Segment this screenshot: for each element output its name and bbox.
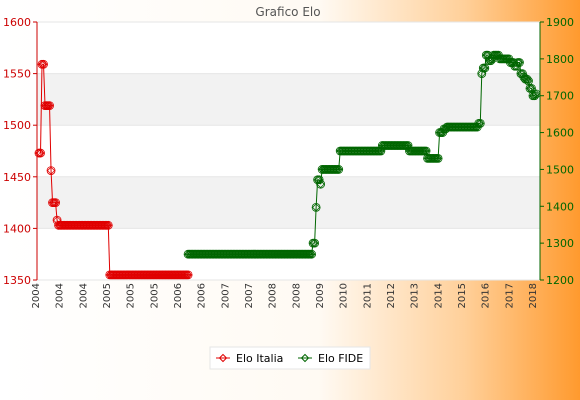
data-point xyxy=(476,119,485,128)
data-point-ring xyxy=(475,118,485,128)
data-point-ring xyxy=(531,89,541,99)
x-tick-label: 2006 xyxy=(197,283,208,308)
x-tick-label: 2016 xyxy=(481,283,492,308)
left-tick-label: 1550 xyxy=(3,68,31,81)
data-point xyxy=(46,166,56,175)
data-point-ring xyxy=(314,175,324,185)
x-tick-label: 2005 xyxy=(102,283,113,308)
data-point xyxy=(477,69,486,78)
data-point-ring xyxy=(52,215,62,225)
legend-marker-elo-italia xyxy=(218,353,228,363)
left-tick-label: 1500 xyxy=(3,119,31,132)
data-point-ring xyxy=(46,166,56,176)
data-point-ring xyxy=(421,146,431,156)
legend: Elo Italia Elo FIDE xyxy=(209,346,371,370)
x-tick-label: 2011 xyxy=(362,283,373,308)
data-point xyxy=(312,203,321,212)
x-tick-label: 2017 xyxy=(504,283,515,308)
right-tick-label: 1900 xyxy=(546,16,574,29)
data-point xyxy=(39,60,48,69)
x-tick-label: 2014 xyxy=(433,283,444,308)
data-point xyxy=(36,148,45,158)
right-tick-label: 1700 xyxy=(546,90,574,103)
x-tick-label: 2006 xyxy=(173,283,184,308)
data-point xyxy=(376,146,385,156)
x-tick-label: 2004 xyxy=(55,283,66,308)
right-axis: 1200 1300 1400 1500 1600 1700 1800 1900 xyxy=(540,16,574,287)
data-point xyxy=(316,180,325,189)
data-point xyxy=(45,101,54,110)
data-point-ring xyxy=(518,69,527,78)
x-tick-label: 2015 xyxy=(457,283,468,308)
data-point xyxy=(315,175,324,184)
data-point-ring xyxy=(307,249,316,259)
data-point-ring xyxy=(36,148,45,158)
data-point xyxy=(104,221,113,230)
legend-marker-elo-fide xyxy=(300,353,310,363)
data-point-ring xyxy=(334,165,344,174)
data-point-ring xyxy=(480,63,490,73)
x-tick-label: 2009 xyxy=(315,283,326,308)
x-tick-label: 2012 xyxy=(386,283,397,308)
right-tick-label: 1300 xyxy=(546,237,574,250)
data-point xyxy=(51,198,60,207)
data-point-ring xyxy=(311,202,321,212)
x-tick-label: 2018 xyxy=(528,283,539,308)
data-point xyxy=(334,165,343,174)
data-point xyxy=(184,270,193,279)
x-tick-label: 2004 xyxy=(78,283,89,308)
left-tick-label: 1600 xyxy=(3,16,31,29)
legend-label-elo-italia: Elo Italia xyxy=(236,352,283,365)
legend-label-elo-fide: Elo FIDE xyxy=(318,352,363,365)
plot-background xyxy=(37,22,540,280)
right-tick-label: 1800 xyxy=(546,53,574,66)
x-tick-label: 2010 xyxy=(339,283,350,308)
data-point-ring xyxy=(39,59,48,69)
data-point-ring xyxy=(45,101,54,110)
plot-area xyxy=(36,21,541,281)
left-axis: 1350 1400 1450 1500 1550 1600 xyxy=(3,16,37,287)
right-tick-label: 1600 xyxy=(546,127,574,140)
data-point xyxy=(307,250,316,259)
data-point xyxy=(515,58,524,67)
data-point-ring xyxy=(183,270,193,280)
right-tick-label: 1200 xyxy=(546,274,574,287)
right-tick-label: 1400 xyxy=(546,200,574,213)
series-layer xyxy=(34,50,541,280)
x-tick-label: 2008 xyxy=(291,283,302,308)
grid-band xyxy=(37,73,540,126)
left-tick-label: 1400 xyxy=(3,222,31,235)
x-tick-label: 2007 xyxy=(220,283,231,308)
data-point-ring xyxy=(51,198,60,208)
data-point-ring xyxy=(433,153,443,163)
x-axis-labels: 2004 2004 2004 2005 2005 2005 2006 2006 2007 2007… xyxy=(31,283,539,308)
data-point xyxy=(434,154,443,163)
data-point xyxy=(531,89,541,98)
x-tick-label: 2008 xyxy=(268,283,279,308)
data-point-ring xyxy=(103,220,113,230)
x-tick-label: 2005 xyxy=(126,283,137,308)
data-point xyxy=(518,69,527,78)
left-tick-label: 1350 xyxy=(3,274,31,287)
data-point-ring xyxy=(316,179,326,189)
legend-box xyxy=(209,346,371,370)
data-point-ring xyxy=(310,238,320,248)
data-point-ring xyxy=(515,58,524,67)
left-tick-label: 1450 xyxy=(3,171,31,184)
data-point-ring xyxy=(524,76,533,86)
chart-title: Grafico Elo xyxy=(255,5,320,19)
data-point xyxy=(480,64,489,73)
data-point xyxy=(310,239,319,248)
grid-band xyxy=(37,176,540,229)
x-tick-label: 2007 xyxy=(244,283,255,308)
series-elo-fide xyxy=(183,50,541,259)
right-tick-label: 1500 xyxy=(546,163,574,176)
x-tick-label: 2013 xyxy=(410,283,421,308)
data-point-ring xyxy=(527,83,536,93)
x-tick-label: 2005 xyxy=(149,283,160,308)
x-tick-label: 2004 xyxy=(31,283,42,308)
series-elo-italia xyxy=(34,59,193,280)
